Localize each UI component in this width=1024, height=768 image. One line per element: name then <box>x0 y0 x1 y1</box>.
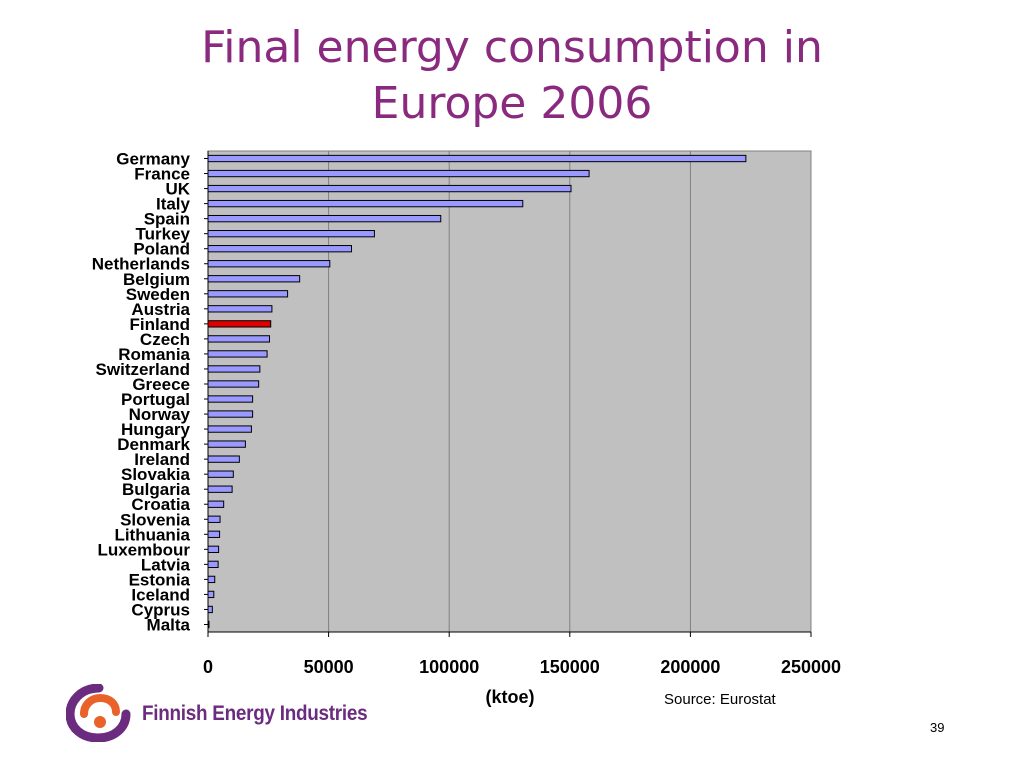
bar-austria <box>207 305 273 313</box>
company-logo: Finnish Energy Industries <box>66 684 368 744</box>
x-tick-label: 150000 <box>540 657 600 677</box>
x-axis-unit-label: (ktoe) <box>485 687 535 707</box>
bar-slovenia <box>207 515 221 523</box>
source-note: Source: Eurostat <box>664 691 776 708</box>
slide-title: Final energy consumption in Europe 2006 <box>0 20 1024 132</box>
category-label: Greece <box>132 375 190 394</box>
bar-hungary <box>207 425 252 433</box>
category-label: Spain <box>144 210 190 229</box>
bar-belgium <box>207 275 301 283</box>
x-tick-label: 50000 <box>304 657 354 677</box>
category-label: Portugal <box>121 390 190 409</box>
category-label: Czech <box>140 330 190 349</box>
x-tick-label: 250000 <box>781 657 841 677</box>
category-label: Latvia <box>141 555 191 574</box>
category-label: Hungary <box>121 420 191 439</box>
category-label: Turkey <box>136 225 191 244</box>
bar-chart: GermanyFranceUKItalySpainTurkeyPolandNet… <box>92 150 841 677</box>
bar-romania <box>207 350 268 358</box>
bar-poland <box>207 245 353 253</box>
logo-text: Finnish Energy Industries <box>142 702 368 725</box>
category-label: Slovenia <box>120 510 190 529</box>
category-label: Poland <box>133 240 190 259</box>
bar-malta <box>207 620 210 629</box>
bar-croatia <box>207 500 225 508</box>
category-label: Germany <box>116 150 190 169</box>
bar-latvia <box>207 560 219 569</box>
category-label: Finland <box>130 315 190 334</box>
category-label: Cyprus <box>131 600 190 619</box>
category-label: Denmark <box>117 435 190 454</box>
category-label: Netherlands <box>92 255 190 274</box>
bar-finland <box>207 320 272 328</box>
category-label: Ireland <box>134 450 190 469</box>
category-label: Belgium <box>123 270 190 289</box>
bar-portugal <box>207 395 254 403</box>
bar-luxembour <box>207 545 220 553</box>
bar-norway <box>207 410 254 418</box>
category-label: Luxembour <box>97 540 190 559</box>
category-label: Italy <box>156 195 191 214</box>
page-number: 39 <box>930 720 945 735</box>
bar-turkey <box>207 230 375 238</box>
bar-sweden <box>207 290 289 298</box>
category-label: Estonia <box>129 570 191 589</box>
plot-area <box>207 150 812 633</box>
bar-germany <box>207 154 747 163</box>
category-label: Bulgaria <box>122 480 191 499</box>
bar-ireland <box>207 455 240 463</box>
category-label: Romania <box>118 345 190 364</box>
logo-mark-icon <box>66 684 131 742</box>
category-label: Malta <box>147 615 191 634</box>
bar-greece <box>207 380 260 388</box>
bar-estonia <box>207 575 216 584</box>
bar-netherlands <box>207 260 331 268</box>
x-tick-label: 0 <box>203 657 213 677</box>
x-tick-label: 200000 <box>660 657 720 677</box>
category-label: Slovakia <box>121 465 191 484</box>
bar-slovakia <box>207 470 234 478</box>
bar-uk <box>207 184 572 193</box>
bar-france <box>207 169 590 178</box>
bar-denmark <box>207 440 246 448</box>
bar-czech <box>207 335 271 343</box>
category-label: Austria <box>131 300 190 319</box>
category-label: Sweden <box>126 285 190 304</box>
title-line-2: Europe 2006 <box>371 78 653 129</box>
bar-lithuania <box>207 530 221 538</box>
bar-cyprus <box>207 605 213 614</box>
x-tick-label: 100000 <box>419 657 479 677</box>
category-label: Iceland <box>131 585 190 604</box>
bar-bulgaria <box>207 485 233 493</box>
category-label: France <box>134 165 190 184</box>
bar-spain <box>207 214 442 223</box>
bar-iceland <box>207 590 215 599</box>
category-label: Switzerland <box>96 360 190 379</box>
category-label: Croatia <box>131 495 190 514</box>
bar-switzerland <box>207 365 261 373</box>
category-label: Lithuania <box>114 525 190 544</box>
title-line-1: Final energy consumption in <box>201 22 823 73</box>
category-label: UK <box>165 180 190 199</box>
bar-italy <box>207 199 524 208</box>
category-label: Norway <box>129 405 191 424</box>
